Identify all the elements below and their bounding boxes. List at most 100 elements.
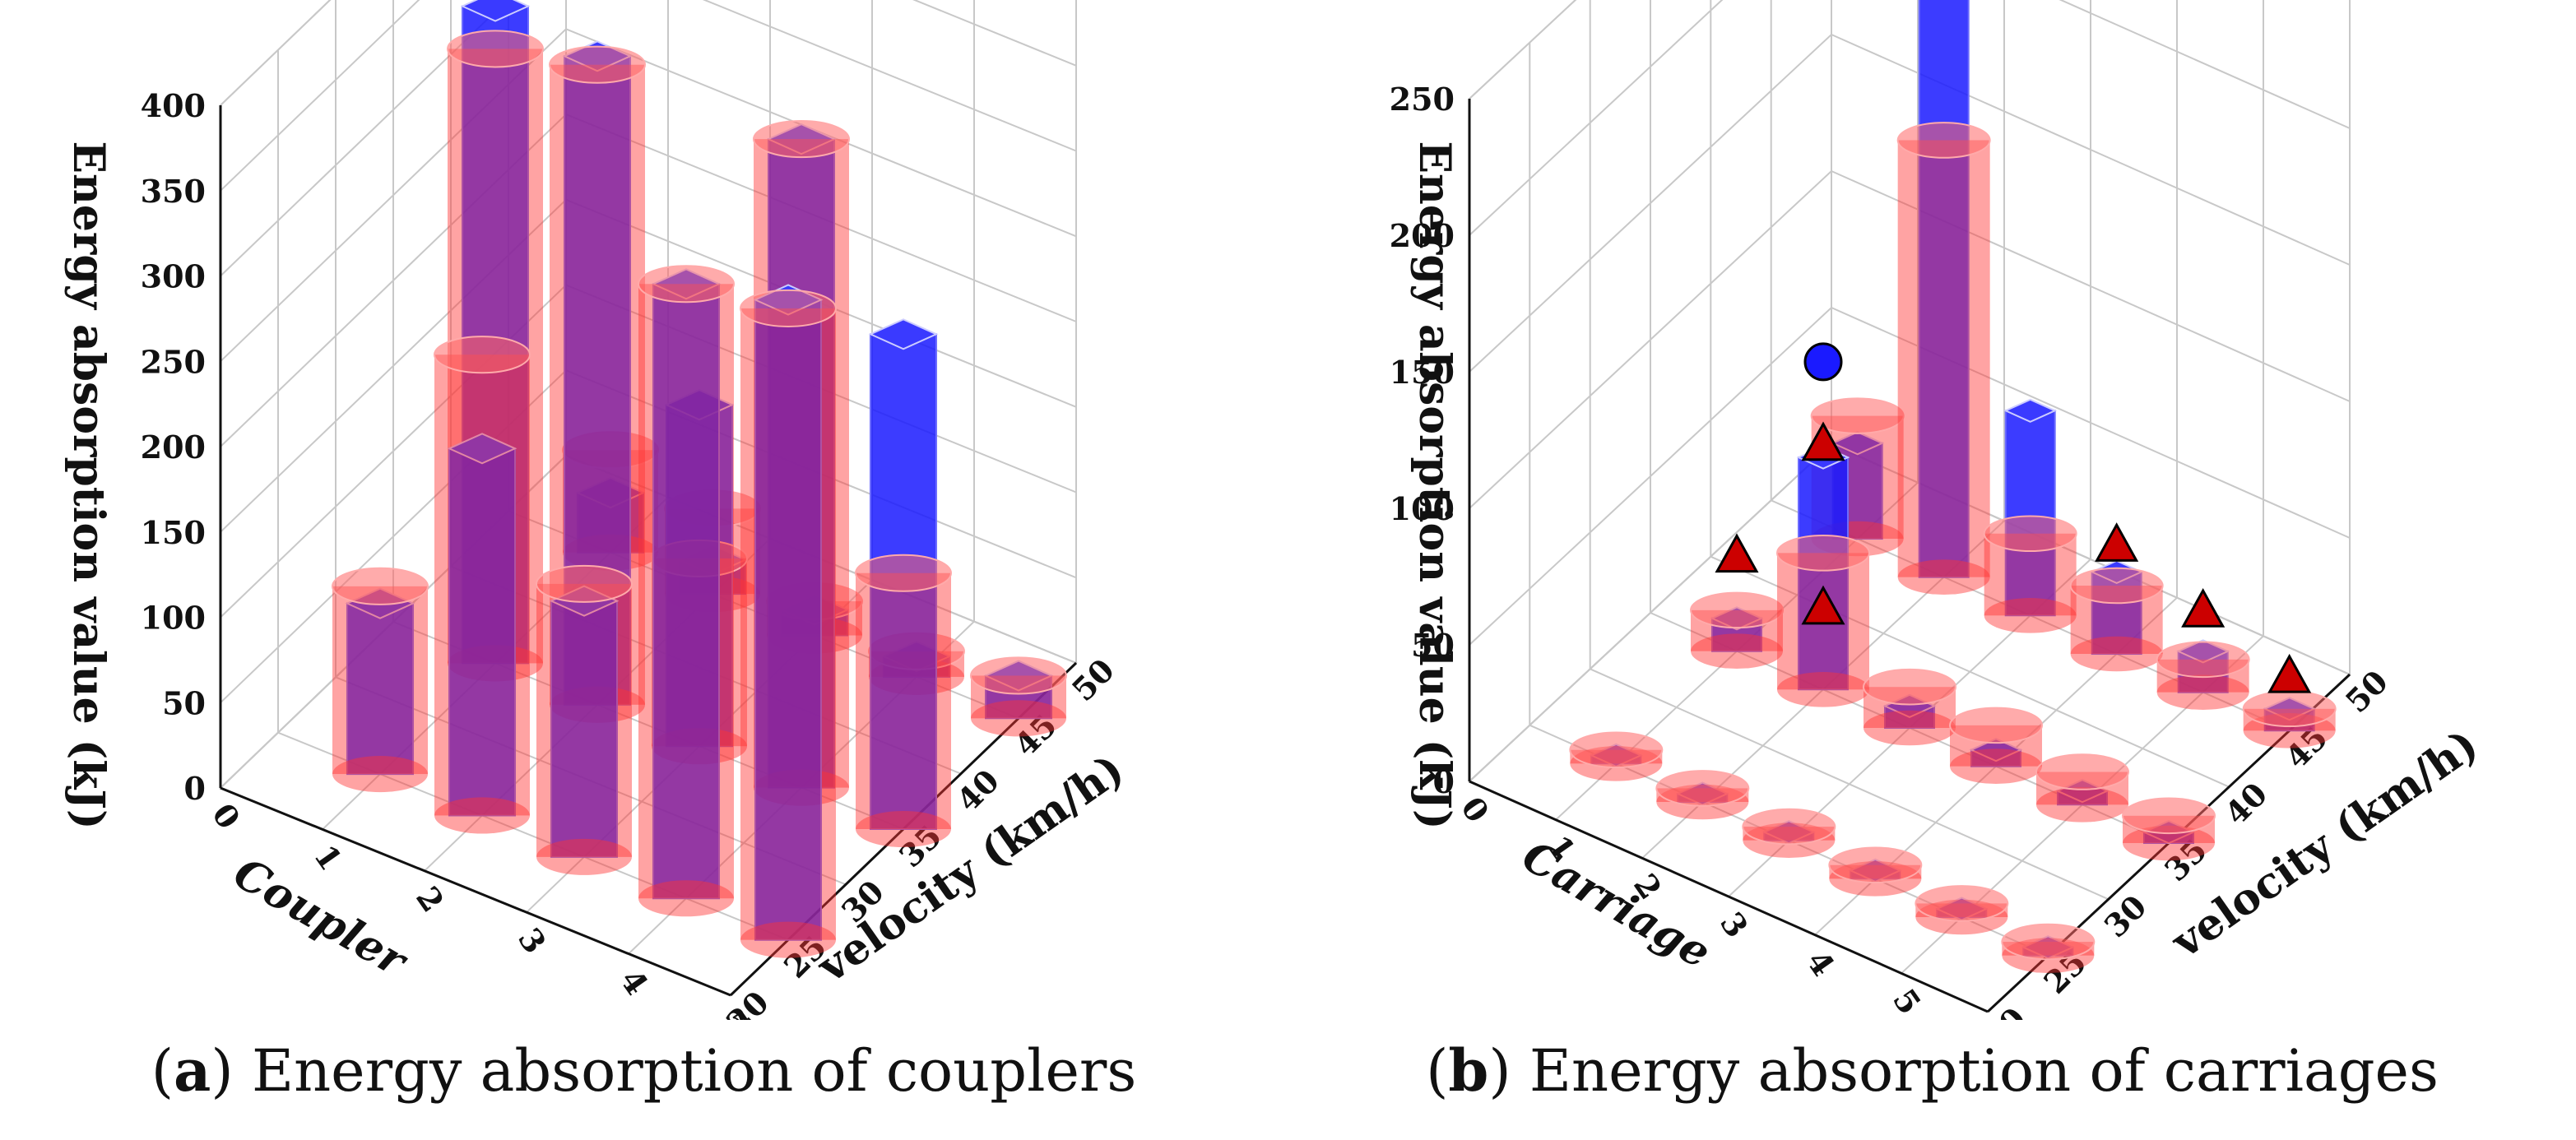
red-cylinder-base xyxy=(2123,825,2215,861)
red-cylinder-base xyxy=(638,880,734,917)
x-tick-label: 4 xyxy=(613,962,656,1001)
red-cylinder xyxy=(434,355,530,816)
z-tick-label: 350 xyxy=(141,173,206,210)
red-cylinder-top xyxy=(536,564,633,603)
red-cylinder-top xyxy=(2035,753,2129,790)
caption-a: (a) Energy absorption of couplers xyxy=(151,1036,1137,1105)
red-cylinder-top xyxy=(1810,397,1905,434)
z-tick-label: 300 xyxy=(141,258,206,295)
z-tick-label: 200 xyxy=(141,429,206,466)
red-cylinder-top xyxy=(1915,885,2009,922)
z-tick-label: 150 xyxy=(1390,354,1455,391)
z-axis-title: Energy absorption value (kJ) xyxy=(1409,141,1460,829)
z-gridline xyxy=(220,0,332,106)
caption-b-text: Energy absorption of carriages xyxy=(1511,1037,2439,1105)
z-tick-label: 0 xyxy=(184,770,206,807)
red-cylinder-base xyxy=(1897,559,1990,595)
red-cylinder-top xyxy=(434,336,531,374)
red-cylinder-base xyxy=(1691,633,1783,669)
red-cylinder-base xyxy=(1984,598,2077,633)
red-cylinder-base xyxy=(971,700,1066,737)
x-tick-label: 0 xyxy=(205,797,248,836)
caption-b: (b) Energy absorption of carriages xyxy=(1426,1036,2439,1105)
x-tick-label: 5 xyxy=(1886,982,1929,1020)
red-cylinder-top xyxy=(2122,797,2216,835)
red-cylinder-base xyxy=(1950,748,2042,784)
z-tick-label: 250 xyxy=(1390,81,1455,118)
red-cylinder-top xyxy=(638,265,735,304)
x-axis-title: Carriage xyxy=(1514,831,1719,978)
blue-bar-top xyxy=(460,0,531,22)
y-tick-label: 30 xyxy=(2097,887,2154,944)
red-cylinder xyxy=(638,284,734,899)
red-cylinder-top xyxy=(1949,707,2043,744)
red-cylinder-top xyxy=(2156,641,2250,679)
red-cylinder-top xyxy=(332,567,429,605)
x-tick-label: 2 xyxy=(409,879,452,918)
blue-bar-top xyxy=(868,318,939,350)
red-cylinder-top xyxy=(1863,668,1956,706)
caption-a-label: a xyxy=(174,1036,211,1105)
triangle-marker xyxy=(2267,653,2312,693)
red-cylinder xyxy=(332,586,428,775)
y-tick-label: 50 xyxy=(1065,651,1121,708)
bars-group xyxy=(1569,0,2337,973)
panel-a: 0501001502002503003504000123452025303540… xyxy=(63,0,1137,1105)
y-gridline xyxy=(1589,0,2110,901)
red-cylinder-top xyxy=(753,120,850,159)
z-tick-label: 0 xyxy=(1433,763,1455,800)
y-tick-label: 40 xyxy=(2217,776,2274,832)
caption-a-text: Energy absorption of couplers xyxy=(233,1037,1137,1105)
red-cylinder-top xyxy=(549,45,646,84)
y-tick-label: 40 xyxy=(949,762,1006,819)
z-axis-title: Energy absorption value (kJ) xyxy=(63,141,114,829)
red-cylinder-base xyxy=(2036,787,2128,823)
z-tick-label: 50 xyxy=(1411,627,1455,664)
z-tick-label: 150 xyxy=(141,514,206,551)
z-tick-label: 50 xyxy=(162,684,206,721)
triangle-marker xyxy=(2095,522,2139,562)
red-cylinder xyxy=(536,583,632,857)
z-tick-label: 200 xyxy=(1390,217,1455,254)
red-cylinder-top xyxy=(1896,122,1991,159)
red-cylinder-top xyxy=(1776,535,1870,572)
x-tick-label: 3 xyxy=(1713,906,1756,944)
z-tick-label: 100 xyxy=(1390,490,1455,527)
circle-marker xyxy=(1803,342,1843,382)
red-cylinder-base xyxy=(332,756,428,793)
red-cylinder-top xyxy=(1655,770,1750,807)
blue-bar-top xyxy=(1831,431,1885,456)
triangle-marker xyxy=(2181,587,2226,628)
caption-b-label: b xyxy=(1448,1036,1489,1105)
bars-group xyxy=(332,0,1067,958)
chart-a: 0501001502002503003504000123452025303540… xyxy=(63,0,1133,1020)
red-cylinder-base xyxy=(740,921,836,958)
red-cylinder xyxy=(856,572,951,829)
z-gridline xyxy=(220,0,1077,192)
z-tick-label: 100 xyxy=(141,600,206,637)
red-cylinder-top xyxy=(1742,808,1836,846)
red-cylinder xyxy=(740,308,836,940)
x-axis-line xyxy=(220,786,731,997)
y-gridline xyxy=(277,49,789,941)
x-tick-label: 4 xyxy=(1799,943,1842,982)
red-cylinder-top xyxy=(1569,731,1664,769)
y-tick-label: 50 xyxy=(2338,663,2395,720)
triangle-marker xyxy=(1801,421,1845,461)
red-cylinder-top xyxy=(1690,591,1784,629)
red-cylinder-base xyxy=(2156,674,2249,710)
red-cylinder xyxy=(1897,140,1990,577)
triangle-marker xyxy=(1801,585,1845,625)
y-tick-label: 20 xyxy=(719,984,776,1020)
blue-bar-top xyxy=(447,433,518,465)
red-cylinder-top xyxy=(1828,846,1923,884)
x-tick-label: 3 xyxy=(511,921,554,960)
z-gridline xyxy=(1469,0,1577,100)
red-cylinder-top xyxy=(1983,515,2077,553)
red-cylinder-top xyxy=(970,656,1067,695)
red-cylinder-top xyxy=(2242,690,2337,728)
red-cylinder-top xyxy=(2001,923,2096,961)
panel-b: 050100150200250012345620253035404550Ener… xyxy=(1288,0,2576,1140)
chart-b: 050100150200250012345620253035404550Ener… xyxy=(1390,0,2487,1020)
red-cylinder-base xyxy=(1864,710,1956,746)
